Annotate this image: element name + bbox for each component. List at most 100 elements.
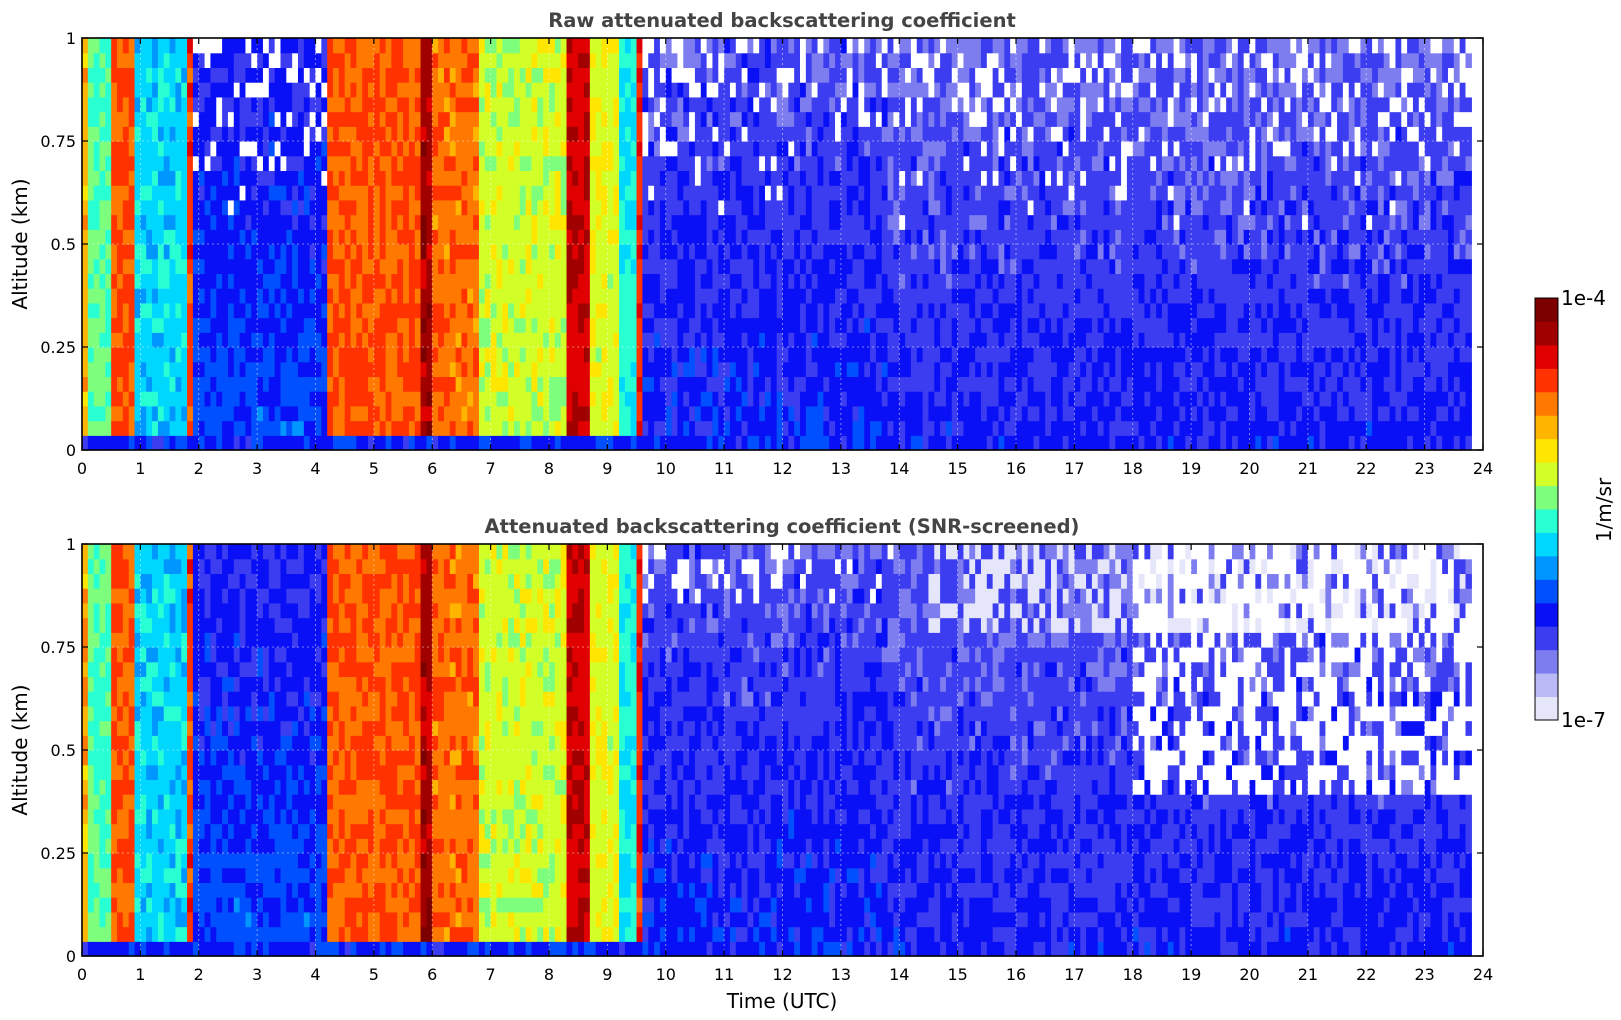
heatmap-cell xyxy=(870,126,877,142)
heatmap-cell xyxy=(227,435,235,451)
heatmap-cell xyxy=(589,391,597,407)
heatmap-cell xyxy=(805,244,813,260)
heatmap-cell xyxy=(712,52,719,69)
heatmap-cell xyxy=(899,229,906,245)
heatmap-cell xyxy=(251,52,258,69)
heatmap-cell xyxy=(146,376,153,392)
heatmap-cell xyxy=(864,405,871,422)
heatmap-cell xyxy=(671,361,679,378)
heatmap-cell xyxy=(181,347,188,363)
heatmap-cell xyxy=(916,347,924,363)
heatmap-cell xyxy=(694,435,702,451)
heatmap-cell xyxy=(1074,155,1081,172)
heatmap-cell xyxy=(362,405,369,422)
heatmap-cell xyxy=(805,199,813,216)
heatmap-cell xyxy=(327,258,334,275)
heatmap-cell xyxy=(998,141,1005,157)
heatmap-cell xyxy=(356,126,363,142)
heatmap-cell xyxy=(706,155,714,172)
heatmap-cell xyxy=(578,82,585,98)
heatmap-cell xyxy=(980,376,988,392)
heatmap-cell xyxy=(233,302,241,319)
heatmap-cell xyxy=(87,155,95,172)
heatmap-cell xyxy=(630,317,638,333)
heatmap-cell xyxy=(93,302,101,319)
heatmap-cell xyxy=(700,82,708,98)
heatmap-cell xyxy=(905,435,912,451)
heatmap-cell xyxy=(467,229,474,245)
heatmap-cell xyxy=(204,302,212,319)
heatmap-cell xyxy=(998,435,1005,451)
heatmap-cell xyxy=(683,96,690,113)
heatmap-cell xyxy=(473,126,480,142)
heatmap-cell xyxy=(1021,332,1029,348)
heatmap-cell xyxy=(315,391,322,407)
heatmap-cell xyxy=(916,111,924,127)
heatmap-cell xyxy=(245,405,252,422)
heatmap-cell xyxy=(928,67,935,83)
heatmap-cell xyxy=(519,229,527,245)
heatmap-cell xyxy=(513,155,521,172)
heatmap-cell xyxy=(1115,361,1122,378)
heatmap-cell xyxy=(315,126,322,142)
heatmap-cell xyxy=(327,302,334,319)
heatmap-cell xyxy=(537,126,544,142)
heatmap-cell xyxy=(233,185,241,201)
heatmap-cell xyxy=(368,199,375,216)
heatmap-cell xyxy=(449,361,457,378)
heatmap-cell xyxy=(432,361,439,378)
heatmap-cell xyxy=(315,361,322,378)
heatmap-cell xyxy=(677,302,684,319)
heatmap-cell xyxy=(239,229,247,245)
heatmap-cell xyxy=(624,126,632,142)
heatmap-cell xyxy=(712,126,719,142)
heatmap-cell xyxy=(1086,185,1093,201)
heatmap-cell xyxy=(1033,420,1040,436)
heatmap-cell xyxy=(543,361,550,378)
heatmap-cell xyxy=(309,141,317,157)
heatmap-cell xyxy=(1097,214,1105,230)
heatmap-cell xyxy=(1062,155,1070,172)
heatmap-cell xyxy=(420,111,428,127)
heatmap-cell xyxy=(525,141,533,157)
heatmap-cell xyxy=(613,126,620,142)
heatmap-cell xyxy=(893,141,900,157)
heatmap-cell xyxy=(963,52,970,69)
heatmap-cell xyxy=(694,52,702,69)
heatmap-cell xyxy=(648,38,655,54)
heatmap-cell xyxy=(963,347,970,363)
heatmap-cell xyxy=(589,199,597,216)
heatmap-cell xyxy=(1004,258,1011,275)
heatmap-cell xyxy=(169,155,176,172)
heatmap-cell xyxy=(233,67,241,83)
heatmap-cell xyxy=(467,317,474,333)
heatmap-cell xyxy=(414,376,422,392)
heatmap-cell xyxy=(111,420,118,436)
heatmap-cell xyxy=(776,141,784,157)
heatmap-cell xyxy=(992,361,1000,378)
heatmap-cell xyxy=(1027,391,1035,407)
heatmap-cell xyxy=(619,317,626,333)
heatmap-cell xyxy=(706,405,714,422)
heatmap-cell xyxy=(957,155,965,172)
heatmap-cell xyxy=(805,391,813,407)
heatmap-cell xyxy=(741,391,749,407)
heatmap-cell xyxy=(385,199,392,216)
heatmap-cell xyxy=(87,332,95,348)
heatmap-cell xyxy=(443,317,451,333)
heatmap-cell xyxy=(1080,332,1087,348)
heatmap-cell xyxy=(1033,229,1040,245)
heatmap-cell xyxy=(496,38,503,54)
heatmap-cell xyxy=(111,38,118,54)
heatmap-cell xyxy=(1004,302,1011,319)
heatmap-cell xyxy=(315,229,322,245)
heatmap-cell xyxy=(117,332,124,348)
heatmap-cell xyxy=(327,111,334,127)
heatmap-cell xyxy=(467,420,474,436)
heatmap-cell xyxy=(543,244,550,260)
heatmap-cell xyxy=(1080,52,1087,69)
heatmap-cell xyxy=(175,317,182,333)
heatmap-cell xyxy=(1074,111,1081,127)
heatmap-cell xyxy=(1074,170,1081,186)
heatmap-cell xyxy=(706,96,714,113)
